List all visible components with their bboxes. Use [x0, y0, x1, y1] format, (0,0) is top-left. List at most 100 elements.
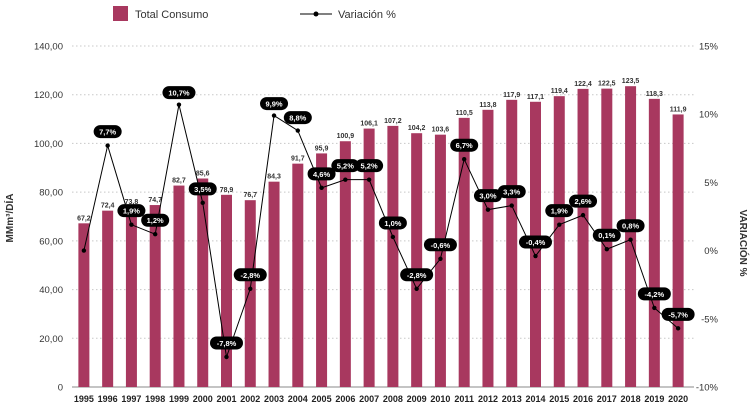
legend: Total Consumo Variación %	[113, 6, 396, 21]
variation-point	[604, 247, 610, 252]
x-tick-label: 2011	[454, 394, 474, 404]
variation-label-pill	[162, 86, 196, 100]
bar-value-label: 85,6	[196, 171, 210, 178]
x-tick-label: 2016	[573, 394, 593, 404]
variation-label-pill	[210, 336, 243, 350]
variation-point	[105, 143, 110, 148]
variation-label: -7,8%	[217, 339, 237, 348]
bar-value-label: 82,7	[172, 178, 186, 185]
x-tick-label: 2006	[335, 394, 355, 404]
variation-label: -4,2%	[645, 290, 665, 299]
variation-point	[509, 203, 514, 208]
bar-value-label: 74,7	[148, 197, 162, 204]
variation-label: 1,0%	[384, 219, 401, 228]
bar	[102, 210, 114, 387]
y-left-tick-label: 20,00	[39, 334, 63, 345]
variation-label: -2,8%	[240, 271, 260, 280]
variation-label-pill	[283, 111, 312, 125]
bar-value-label: 110,5	[456, 110, 473, 117]
x-tick-label: 1995	[74, 394, 94, 404]
variation-label: 0,1%	[598, 231, 615, 240]
bar	[197, 178, 209, 387]
y-axis-left-title: MMm³/DÍA	[3, 194, 16, 243]
bar-value-label: 122,5	[598, 81, 616, 88]
variation-label-pill	[141, 213, 170, 227]
variation-label: 5,2%	[337, 162, 354, 171]
y-left-tick-label: 120,00	[34, 90, 63, 101]
bar	[648, 98, 660, 387]
bar	[268, 181, 280, 387]
bar	[173, 185, 185, 387]
x-tick-label: 2017	[597, 394, 617, 404]
bar	[458, 117, 470, 387]
variation-point	[295, 128, 301, 133]
variation-label-pill	[637, 287, 671, 301]
variation-label-pill	[307, 167, 336, 181]
legend-line-marker	[313, 11, 319, 17]
bar	[78, 223, 90, 387]
variation-label-pill	[117, 204, 146, 218]
variation-point	[485, 207, 491, 212]
x-tick-label: 1997	[121, 394, 141, 404]
bar-value-label: 117,9	[503, 92, 520, 99]
x-tick-label: 2013	[502, 394, 522, 404]
variation-line	[83, 104, 679, 358]
bar-value-label: 117,1	[527, 94, 544, 101]
bar-value-label: 67,2	[77, 215, 91, 222]
variation-label: 10,7%	[168, 89, 190, 98]
bar-value-label: 76,7	[243, 192, 257, 199]
variation-label: -5,7%	[668, 310, 688, 319]
x-tick-label: 2018	[621, 394, 641, 404]
x-tick-label: 1996	[98, 394, 118, 404]
bar-value-label: 73,8	[125, 199, 139, 206]
y-right-tick-label: 0%	[704, 246, 718, 257]
variation-label: 6,7%	[456, 141, 473, 150]
line-series: 7,7% 1,9% 1,2% 10,7% 3,5% -7,8% -2,8% 9,9% 8,8% 4…	[81, 86, 695, 360]
y-left-tick-label: 0	[58, 383, 63, 394]
bar	[577, 88, 589, 388]
bar	[625, 86, 637, 388]
variation-point	[580, 212, 586, 218]
variation-point	[343, 177, 348, 182]
y-left-tick-label: 60,00	[39, 236, 63, 247]
variation-label-pill	[93, 125, 122, 139]
legend-bar-label: Total Consumo	[135, 9, 208, 21]
variation-point	[129, 222, 134, 227]
variation-label: 2,6%	[574, 197, 591, 206]
variation-label: 3,3%	[503, 188, 520, 197]
x-tick-label: 2007	[359, 394, 379, 404]
variation-label: 5,2%	[361, 162, 378, 171]
variation-label-pill	[188, 182, 217, 196]
bar	[292, 163, 304, 387]
variation-label-pill	[378, 216, 407, 230]
y-axis-right-title: VARIACIÓN %	[737, 209, 750, 276]
legend-bar-swatch	[113, 6, 128, 21]
y-left-tick-label: 100,00	[34, 139, 63, 150]
bar-value-label: 91,7	[291, 156, 305, 163]
bar	[411, 133, 423, 387]
variation-label: -2,8%	[407, 271, 427, 280]
variation-point	[557, 222, 562, 227]
x-tick-label: 2002	[240, 394, 260, 404]
y-right-tick-label: -10%	[696, 383, 719, 394]
bar	[149, 205, 161, 387]
x-tick-label: 2010	[430, 394, 450, 404]
bar-value-label: 103,6	[432, 127, 450, 134]
variation-label-pill	[423, 238, 457, 252]
x-tick-label: 2003	[264, 394, 284, 404]
y-right-tick-label: -5%	[701, 314, 718, 325]
bar-value-label: 104,2	[408, 125, 426, 132]
variation-label: 9,9%	[265, 100, 282, 109]
variation-label-pill	[661, 307, 695, 321]
bar	[221, 194, 232, 387]
variation-point	[271, 113, 277, 118]
x-tick-label: 2001	[216, 394, 236, 404]
x-tick-label: 2014	[525, 394, 545, 404]
bar	[482, 109, 494, 388]
x-tick-label: 2000	[193, 394, 213, 404]
variation-point	[533, 253, 538, 259]
variation-label: 3,0%	[479, 192, 496, 201]
variation-label: 4,6%	[313, 170, 330, 179]
variation-label: 8,8%	[289, 114, 306, 123]
